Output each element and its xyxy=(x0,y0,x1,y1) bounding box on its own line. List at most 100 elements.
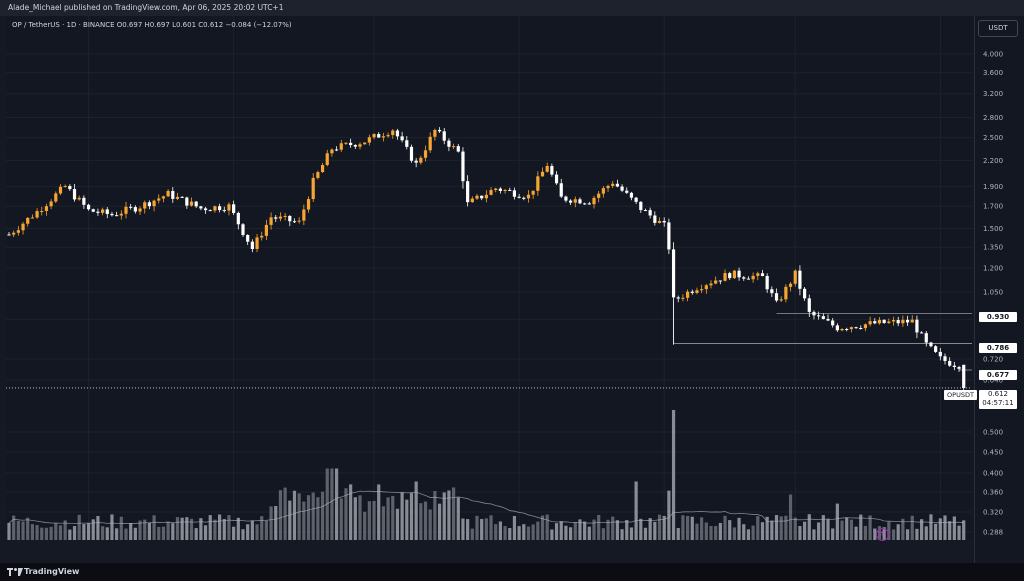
candle-body xyxy=(952,365,956,368)
close-value: 0.612 xyxy=(203,21,224,29)
tradingview-logo-icon xyxy=(7,568,23,576)
chart-plot-area[interactable]: OctNovDec2025FebMarApr xyxy=(6,16,972,540)
volume-bar xyxy=(868,515,872,540)
candle xyxy=(414,157,418,168)
candle xyxy=(882,319,886,324)
candle xyxy=(812,310,816,320)
candle-body xyxy=(554,174,559,184)
volume-bar xyxy=(194,528,198,540)
candle-body xyxy=(639,201,643,211)
candle-body xyxy=(358,144,362,147)
brand-text: TradingView xyxy=(24,567,80,576)
candle xyxy=(442,127,446,145)
candle xyxy=(297,217,301,224)
candle xyxy=(578,197,582,205)
volume-bar xyxy=(873,528,877,540)
volume-bar xyxy=(171,523,175,540)
volume-bar xyxy=(751,525,755,540)
candle-body xyxy=(634,197,638,202)
candle-body xyxy=(681,297,685,299)
candle xyxy=(606,184,610,192)
candle xyxy=(760,269,765,277)
candle-body xyxy=(760,273,765,276)
candle xyxy=(629,191,634,201)
candle-body xyxy=(311,177,315,200)
candle xyxy=(690,289,694,295)
candle xyxy=(349,138,353,148)
volume-bar xyxy=(86,523,91,540)
candle-body xyxy=(498,188,502,191)
candle-body xyxy=(288,215,292,222)
volume-bar xyxy=(522,524,526,540)
candle-body xyxy=(737,270,741,278)
candle xyxy=(447,138,451,152)
candle-body xyxy=(391,130,395,136)
volume-bar xyxy=(714,526,718,540)
price-axis-tick: 0.500 xyxy=(983,429,1003,437)
candle-body xyxy=(910,319,914,323)
candle-body xyxy=(35,211,39,218)
volume-bar xyxy=(545,514,549,540)
candle-body xyxy=(653,215,657,223)
currency-button[interactable]: USDT xyxy=(978,20,1018,37)
volume-bars xyxy=(7,410,966,540)
candle xyxy=(704,283,708,294)
candle xyxy=(466,175,470,207)
candle xyxy=(934,345,938,354)
candle xyxy=(887,318,891,324)
candle xyxy=(728,271,732,280)
candle-body xyxy=(16,230,20,233)
volume-bar xyxy=(849,519,853,540)
candle xyxy=(208,209,212,212)
volume-bar xyxy=(138,520,142,540)
volume-bar xyxy=(133,527,137,540)
volume-bar xyxy=(803,521,807,540)
lightning-icon[interactable]: ⚡ xyxy=(876,528,889,541)
volume-bar xyxy=(578,519,582,540)
volume-bar xyxy=(203,525,208,540)
candle-body xyxy=(629,192,634,198)
level-label-0786: 0.786 xyxy=(979,343,1017,353)
volume-bar xyxy=(732,527,736,540)
candle-body xyxy=(597,193,601,198)
volume-bar xyxy=(466,519,470,540)
volume-bar xyxy=(377,484,381,540)
candle xyxy=(264,219,268,241)
candle xyxy=(676,295,680,303)
candle-body xyxy=(709,283,713,286)
volume-bar xyxy=(143,519,147,540)
candle-body xyxy=(433,129,437,137)
candle xyxy=(905,315,910,326)
volume-bar xyxy=(115,528,119,540)
candle xyxy=(316,170,320,180)
candle xyxy=(910,315,914,323)
candle xyxy=(732,269,736,279)
candle xyxy=(433,128,437,141)
candle xyxy=(330,148,334,157)
candle xyxy=(723,269,727,282)
candle xyxy=(686,289,690,302)
volume-bar xyxy=(910,515,914,540)
price-axis[interactable]: 4.000 3.600 3.200 2.800 2.500 2.200 1.900 1.700… xyxy=(974,16,1024,563)
volume-bar xyxy=(44,527,49,540)
price-axis-labels: 4.000 3.600 3.200 2.800 2.500 2.200 1.900 1.700… xyxy=(983,51,1003,537)
candle-body xyxy=(648,210,652,216)
candle xyxy=(784,284,788,303)
candle-body xyxy=(316,172,320,178)
candle xyxy=(325,149,329,167)
price-axis-tick: 0.288 xyxy=(983,529,1003,537)
price-chart[interactable]: OctNovDec2025FebMarApr xyxy=(6,16,972,540)
candle-body xyxy=(82,197,86,205)
volume-bar xyxy=(793,517,797,540)
candle xyxy=(526,190,531,203)
volume-bar xyxy=(447,490,451,540)
volume-bar xyxy=(311,492,315,540)
candle xyxy=(199,205,203,211)
candle xyxy=(16,226,20,236)
candle xyxy=(891,316,896,326)
candle-body xyxy=(423,150,428,158)
volume-bar xyxy=(517,526,521,540)
volume-bar xyxy=(101,526,105,540)
volume-bar xyxy=(905,529,910,540)
